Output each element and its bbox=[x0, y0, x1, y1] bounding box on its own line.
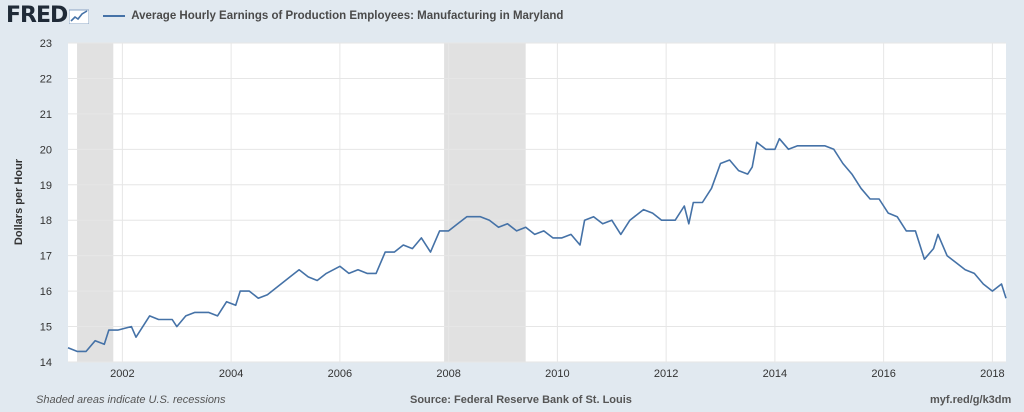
x-tick-label: 2016 bbox=[871, 368, 895, 380]
source-text: Source: Federal Reserve Bank of St. Loui… bbox=[410, 394, 632, 406]
y-tick-label: 19 bbox=[40, 180, 52, 192]
y-tick-label: 14 bbox=[40, 357, 52, 369]
y-tick-label: 23 bbox=[40, 38, 52, 50]
x-tick-label: 2012 bbox=[654, 368, 678, 380]
x-tick-label: 2010 bbox=[545, 368, 569, 380]
y-axis-label: Dollars per Hour bbox=[13, 158, 25, 245]
recession-band bbox=[444, 43, 526, 362]
y-tick-label: 18 bbox=[40, 215, 52, 227]
y-tick-label: 22 bbox=[40, 73, 52, 85]
y-tick-label: 15 bbox=[40, 322, 52, 334]
x-tick-label: 2014 bbox=[763, 368, 787, 380]
y-axis-ticks: 14 15 16 17 18 19 20 21 22 23 bbox=[40, 38, 52, 369]
legend-swatch bbox=[103, 15, 126, 17]
recession-note: Shaded areas indicate U.S. recessions bbox=[36, 394, 226, 406]
y-tick-label: 21 bbox=[40, 109, 52, 121]
y-tick-label: 16 bbox=[40, 286, 52, 298]
y-tick-label: 20 bbox=[40, 144, 52, 156]
x-axis-ticks: 2002 2004 2006 2008 2010 2012 2014 2016 2018 bbox=[110, 368, 1005, 380]
plot-area bbox=[68, 43, 1006, 362]
legend-label: Average Hourly Earnings of Production Em… bbox=[131, 10, 564, 22]
short-url-link[interactable]: myf.red/g/k3dm bbox=[930, 394, 1012, 406]
recession-band bbox=[77, 43, 114, 362]
legend: Average Hourly Earnings of Production Em… bbox=[103, 10, 563, 22]
x-tick-label: 2002 bbox=[110, 368, 134, 380]
x-tick-label: 2008 bbox=[436, 368, 460, 380]
x-tick-label: 2018 bbox=[980, 368, 1004, 380]
header: FRED Average Hourly Earnings of Producti… bbox=[6, 4, 563, 28]
x-tick-label: 2006 bbox=[328, 368, 352, 380]
x-tick-label: 2004 bbox=[219, 368, 243, 380]
gridlines bbox=[68, 42, 1006, 363]
series-line bbox=[67, 137, 1007, 353]
fred-chart-icon bbox=[69, 9, 90, 24]
line-chart: 14 15 16 17 18 19 20 21 22 23 2002 2004 2006 2008 201… bbox=[13, 38, 1007, 380]
y-tick-label: 17 bbox=[40, 251, 52, 263]
recession-shading bbox=[77, 43, 526, 362]
logo-text: FRED bbox=[6, 3, 68, 28]
fred-logo[interactable]: FRED bbox=[6, 3, 90, 28]
